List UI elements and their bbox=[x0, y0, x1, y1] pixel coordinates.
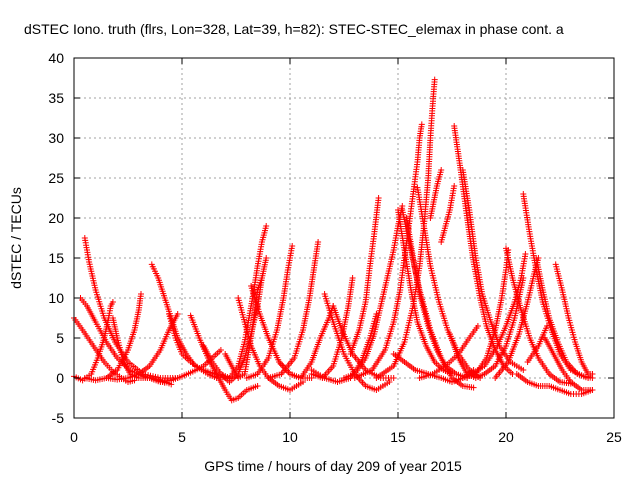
y-axis-title: dSTEC / TECUs bbox=[8, 187, 24, 289]
y-tick-label: 5 bbox=[56, 330, 64, 346]
x-tick-label: 25 bbox=[606, 429, 622, 445]
series-17 bbox=[265, 239, 322, 381]
series-marks bbox=[416, 323, 481, 381]
chart-title: dSTEC Iono. truth (flrs, Lon=328, Lat=39… bbox=[24, 21, 564, 37]
data-marks bbox=[71, 76, 596, 404]
y-tick-label: -5 bbox=[52, 410, 65, 426]
series-41 bbox=[533, 255, 596, 381]
x-tick-label: 20 bbox=[498, 429, 514, 445]
y-tick-label: 0 bbox=[56, 370, 64, 386]
series-45 bbox=[541, 335, 596, 393]
series-16 bbox=[243, 243, 296, 381]
series-marks bbox=[135, 347, 224, 385]
y-tick-label: 40 bbox=[48, 50, 64, 66]
series-18 bbox=[276, 303, 337, 381]
axis-ticks: 0 5 10 15 20 25 -5 0 5 10 15 20 25 30 35 40 bbox=[48, 50, 622, 445]
x-tick-label: 10 bbox=[282, 429, 298, 445]
y-tick-label: 15 bbox=[48, 250, 64, 266]
y-tick-label: 20 bbox=[48, 210, 64, 226]
x-axis-title: GPS time / hours of day 209 of year 2015 bbox=[204, 458, 462, 474]
y-tick-label: 25 bbox=[48, 170, 64, 186]
series-marks bbox=[541, 335, 596, 393]
series-marks bbox=[427, 167, 445, 221]
series-marks bbox=[524, 323, 550, 365]
series-marks bbox=[276, 303, 337, 381]
series-marks bbox=[533, 255, 596, 381]
grid bbox=[74, 58, 614, 418]
series-marks bbox=[552, 261, 596, 377]
series-32 bbox=[438, 183, 458, 245]
series-42 bbox=[552, 261, 596, 377]
series-marks bbox=[347, 195, 382, 357]
y-tick-label: 35 bbox=[48, 90, 64, 106]
series-47 bbox=[416, 323, 481, 381]
series-marks bbox=[438, 183, 458, 245]
series-9 bbox=[135, 347, 224, 385]
series-24 bbox=[347, 195, 382, 357]
series-marks bbox=[265, 239, 322, 381]
series-31 bbox=[427, 167, 445, 221]
plot-frame bbox=[73, 57, 615, 419]
x-tick-label: 0 bbox=[70, 429, 78, 445]
series-44 bbox=[524, 323, 550, 365]
x-tick-label: 5 bbox=[178, 429, 186, 445]
y-tick-label: 30 bbox=[48, 130, 64, 146]
series-marks bbox=[243, 243, 296, 381]
series-marks bbox=[492, 255, 542, 381]
series-40 bbox=[492, 255, 542, 381]
y-tick-label: 10 bbox=[48, 290, 64, 306]
x-tick-label: 15 bbox=[390, 429, 406, 445]
